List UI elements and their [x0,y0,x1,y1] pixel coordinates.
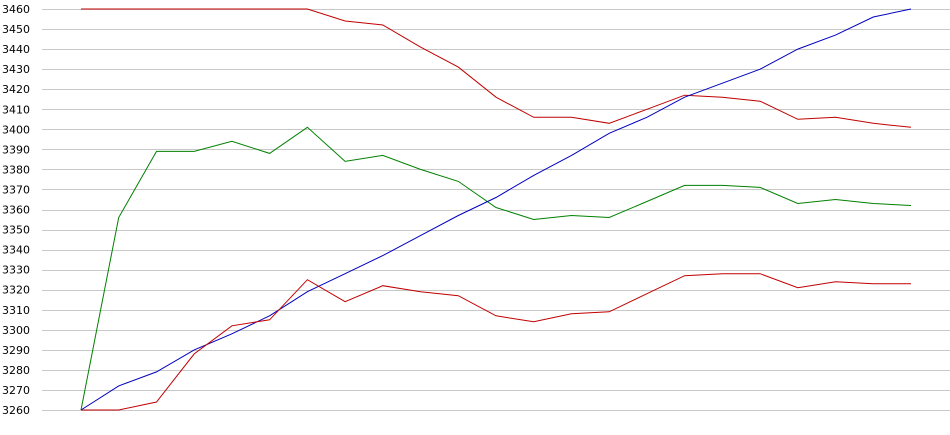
y-tick-label: 3390 [2,143,30,156]
y-tick-label: 3420 [2,83,30,96]
y-tick-label: 3340 [2,244,30,257]
y-tick-label: 3290 [2,344,30,357]
y-axis: 3260 3270 3280 3290 3300 3310 3320 3330 3340 3350… [2,3,30,417]
series-line-3 [80,8,912,411]
grid [42,9,950,411]
y-tick-label: 3260 [2,404,30,417]
y-tick-label: 3460 [2,3,30,16]
y-tick-label: 3280 [2,364,30,377]
y-tick-label: 3330 [2,264,30,277]
y-tick-label: 3320 [2,284,30,297]
y-tick-label: 3360 [2,204,30,217]
series-group [80,8,912,411]
series-line-1 [81,8,912,128]
y-tick-label: 3410 [2,103,30,116]
y-tick-label: 3440 [2,43,30,56]
y-tick-label: 3370 [2,183,30,196]
series-line-4 [81,273,911,411]
y-tick-label: 3400 [2,123,30,136]
y-tick-label: 3310 [2,304,30,317]
y-tick-label: 3450 [2,23,30,36]
y-tick-label: 3300 [2,324,30,337]
y-tick-label: 3350 [2,224,30,237]
y-tick-label: 3430 [2,63,30,76]
y-tick-label: 3270 [2,384,30,397]
y-tick-label: 3380 [2,163,30,176]
series-line-2 [80,126,912,411]
